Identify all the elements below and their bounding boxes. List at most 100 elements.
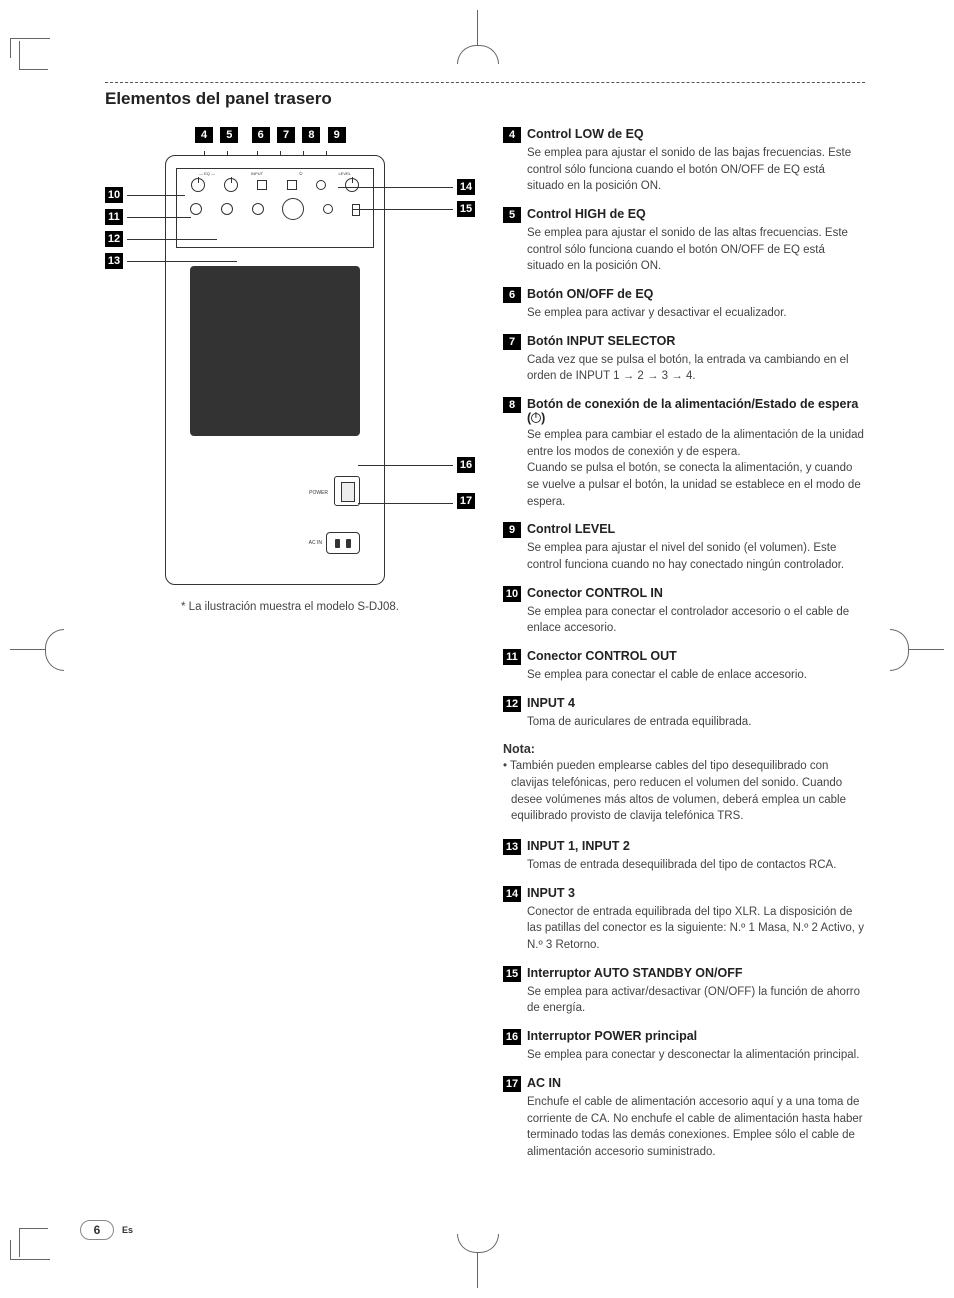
item-number: 4 <box>503 127 521 143</box>
item-number: 9 <box>503 522 521 538</box>
item-head: 14INPUT 3 <box>503 886 865 902</box>
item-title: Control HIGH de EQ <box>527 207 646 221</box>
control-panel-area: — EQ — INPUT ⏻ LEVEL <box>176 168 374 248</box>
level-knob-icon <box>345 178 359 192</box>
item-body: Tomas de entrada desequilibrada del tipo… <box>503 857 865 874</box>
language-code: Es <box>122 1225 133 1235</box>
top-callouts: 4 5 6 7 8 9 <box>195 127 475 155</box>
input4-icon <box>252 203 264 215</box>
item-head: 11Conector CONTROL OUT <box>503 649 865 665</box>
callout-13: 13 <box>105 253 123 269</box>
leader <box>358 465 453 466</box>
high-knob-icon <box>224 178 238 192</box>
item-number: 10 <box>503 586 521 602</box>
item-title: Botón de conexión de la alimentación/Est… <box>527 397 865 425</box>
right-callouts-upper: 14 15 <box>457 179 475 223</box>
item-head: 7Botón INPUT SELECTOR <box>503 334 865 350</box>
item-number: 15 <box>503 966 521 982</box>
callout-17: 17 <box>457 493 475 509</box>
callout-12: 12 <box>105 231 123 247</box>
rca-input1-icon <box>323 204 333 214</box>
item-head: 6 Botón ON/OFF de EQ <box>503 287 865 303</box>
crop-mark-t <box>457 10 497 45</box>
leader <box>358 503 453 504</box>
crop-mark-l <box>10 629 45 669</box>
label-power: POWER <box>309 490 328 496</box>
item-head: 13 INPUT 1, INPUT 2 <box>503 839 865 855</box>
callout-11: 11 <box>105 209 123 225</box>
item-title: INPUT 1, INPUT 2 <box>527 839 630 853</box>
description-item-14: 14INPUT 3 Conector de entrada equilibrada… <box>503 886 865 954</box>
description-item-8: 8Botón de conexión de la alimentación/Es… <box>503 397 865 510</box>
diagram-column: 4 5 6 7 8 9 — EQ — <box>105 127 475 1173</box>
label-input-sel: INPUT <box>251 171 263 176</box>
item-head: 8Botón de conexión de la alimentación/Es… <box>503 397 865 425</box>
item-number: 11 <box>503 649 521 665</box>
eq-onoff-icon <box>257 180 267 190</box>
control-out-icon <box>221 203 233 215</box>
label-eq: — EQ — <box>199 171 215 176</box>
divider-dashed <box>105 82 865 83</box>
control-in-icon <box>190 203 202 215</box>
crop-mark-r <box>909 629 944 669</box>
diagram-caption: * La ilustración muestra el modelo S-DJ0… <box>181 599 475 615</box>
callout-10: 10 <box>105 187 123 203</box>
callout-5: 5 <box>220 127 238 143</box>
item-body: Se emplea para ajustar el sonido de las … <box>503 145 865 195</box>
item-body: Se emplea para conectar el cable de enla… <box>503 667 865 684</box>
item-body: Conector de entrada equilibrada del tipo… <box>503 904 865 954</box>
callout-6: 6 <box>252 127 270 143</box>
rear-panel-outline: — EQ — INPUT ⏻ LEVEL <box>165 155 385 585</box>
callout-15: 15 <box>457 201 475 217</box>
item-title: Botón ON/OFF de EQ <box>527 287 653 301</box>
item-head: 4Control LOW de EQ <box>503 127 865 143</box>
leader <box>127 217 191 218</box>
item-head: 15 Interruptor AUTO STANDBY ON/OFF <box>503 966 865 982</box>
callout-16: 16 <box>457 457 475 473</box>
page-footer: 6 Es <box>80 1220 133 1240</box>
note-body: • También pueden emplearse cables del ti… <box>503 758 865 825</box>
item-body: Enchufe el cable de alimentación accesor… <box>503 1094 865 1161</box>
item-body: Se emplea para ajustar el nivel del soni… <box>503 540 865 573</box>
descriptions-column: 4Control LOW de EQ Se emplea para ajustar… <box>503 127 865 1173</box>
item-number: 13 <box>503 839 521 855</box>
item-title: Interruptor AUTO STANDBY ON/OFF <box>527 966 743 980</box>
callout-7: 7 <box>277 127 295 143</box>
item-head: 16Interruptor POWER principal <box>503 1029 865 1045</box>
callout-14: 14 <box>457 179 475 195</box>
item-title: Conector CONTROL IN <box>527 586 663 600</box>
ac-inlet-icon <box>326 532 360 554</box>
item-body: Se emplea para conectar y desconectar la… <box>503 1047 865 1064</box>
input-selector-icon <box>287 180 297 190</box>
item-body: Se emplea para activar y desactivar el e… <box>503 305 865 322</box>
leader <box>127 239 217 240</box>
label-standby: ⏻ <box>299 171 302 176</box>
description-item-16: 16Interruptor POWER principal Se emplea p… <box>503 1029 865 1064</box>
item-title: AC IN <box>527 1076 561 1090</box>
item-number: 5 <box>503 207 521 223</box>
item-number: 17 <box>503 1076 521 1092</box>
item-title: Botón INPUT SELECTOR <box>527 334 675 348</box>
leader <box>127 261 237 262</box>
description-item-12: 12INPUT 4Toma de auriculares de entrada … <box>503 696 865 731</box>
description-item-10: 10Conector CONTROL INSe emplea para cone… <box>503 586 865 637</box>
note-heading: Nota: <box>503 742 865 756</box>
page-content: Elementos del panel trasero 4 5 6 7 8 9 <box>105 82 865 1173</box>
item-body: Toma de auriculares de entrada equilibra… <box>503 714 865 731</box>
item-body: Cada vez que se pulsa el botón, la entra… <box>503 352 865 385</box>
item-title: Interruptor POWER principal <box>527 1029 697 1043</box>
item-body: Se emplea para ajustar el sonido de las … <box>503 225 865 275</box>
description-item-15: 15Interruptor AUTO STANDBY ON/OFFSe empl… <box>503 966 865 1017</box>
two-column-layout: 4 5 6 7 8 9 — EQ — <box>105 127 865 1173</box>
crop-mark-tl <box>10 38 50 58</box>
page-number: 6 <box>80 1220 114 1240</box>
item-title: INPUT 4 <box>527 696 575 710</box>
leader <box>338 187 453 188</box>
standby-button-icon <box>316 180 326 190</box>
description-item-17: 17 AC IN Enchufe el cable de alimentación … <box>503 1076 865 1161</box>
callout-4: 4 <box>195 127 213 143</box>
item-number: 6 <box>503 287 521 303</box>
low-knob-icon <box>191 178 205 192</box>
item-title: Control LEVEL <box>527 522 615 536</box>
description-item-7: 7Botón INPUT SELECTOR Cada vez que se pul… <box>503 334 865 385</box>
